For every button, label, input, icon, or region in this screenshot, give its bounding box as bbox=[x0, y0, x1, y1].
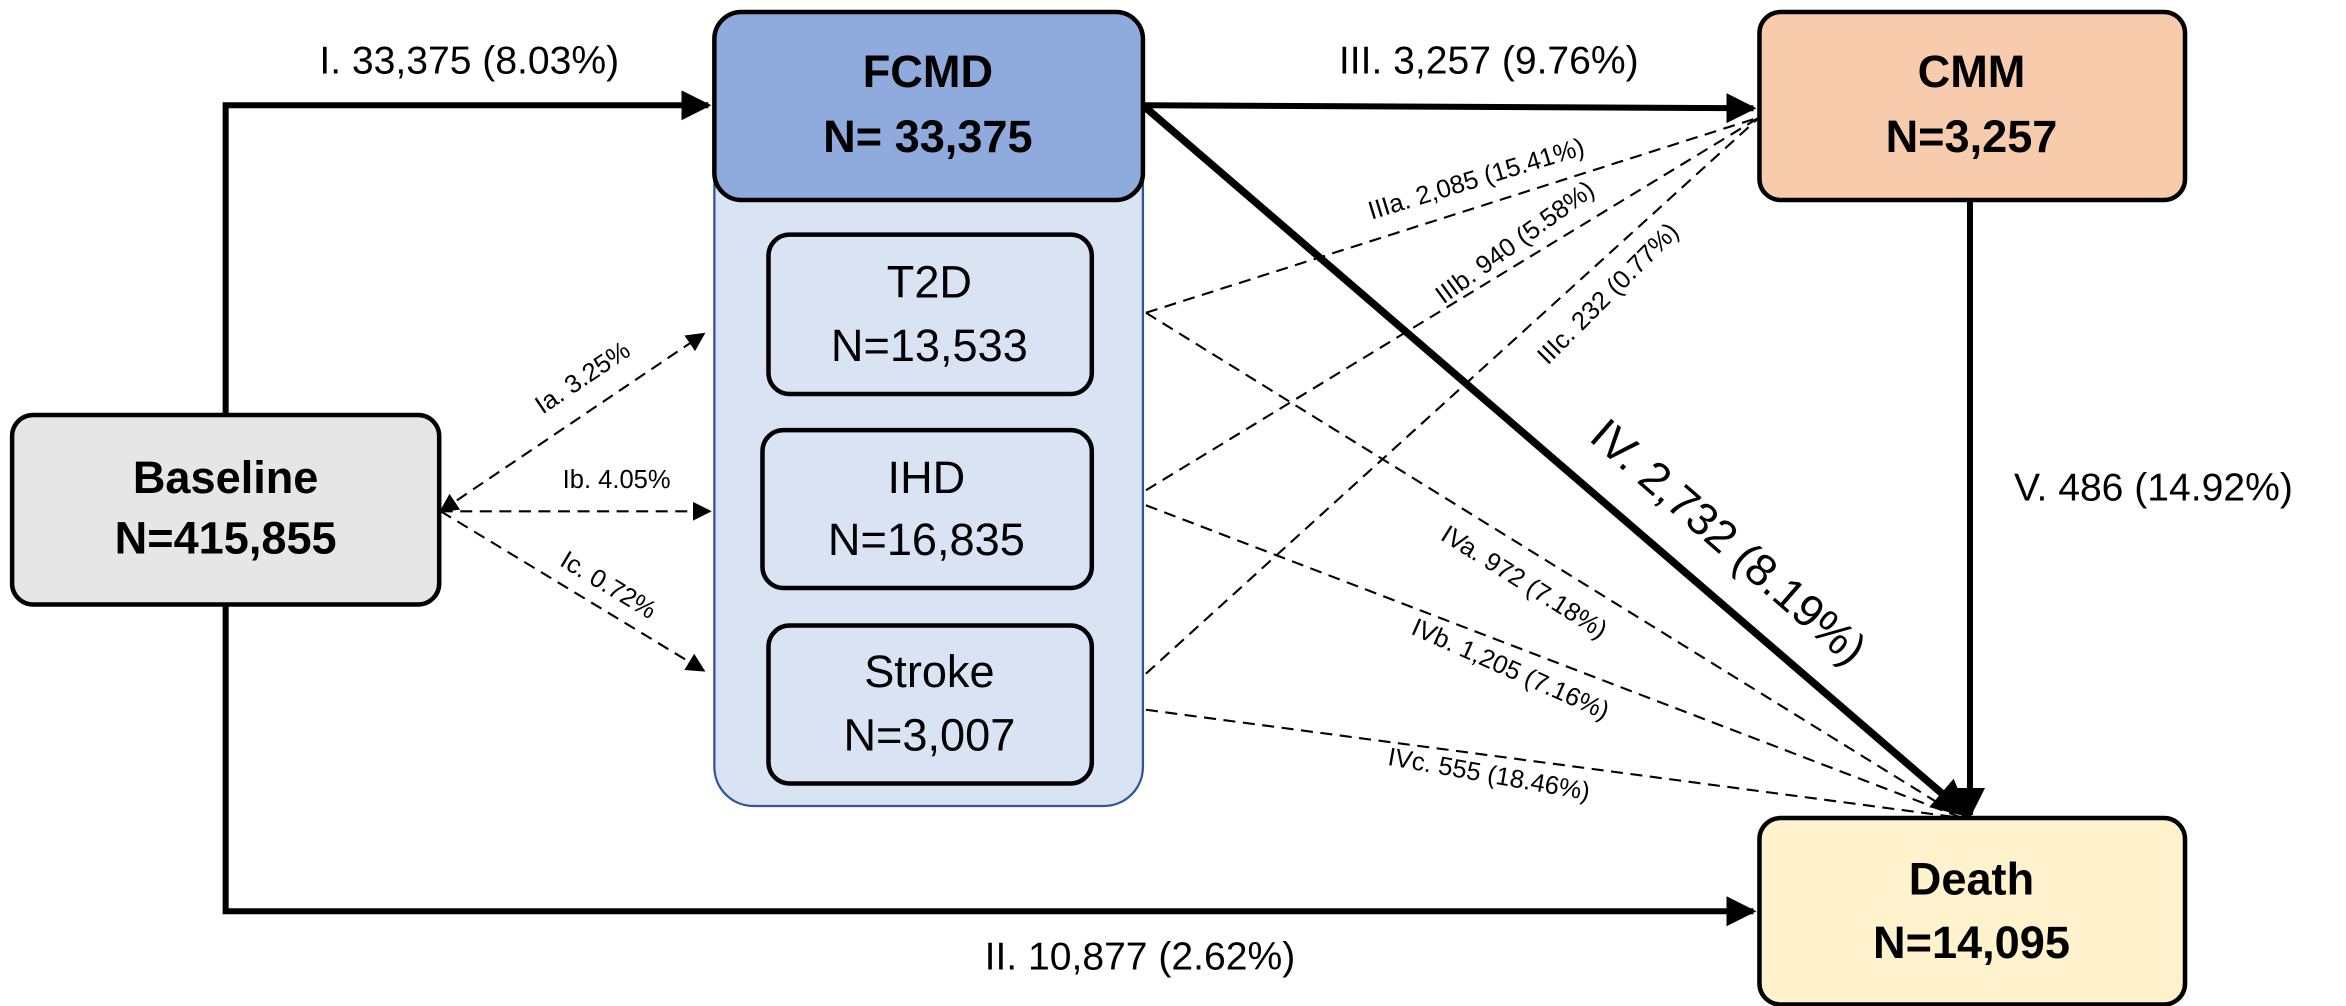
node-title: FCMD bbox=[863, 46, 993, 97]
edge-label: IV. 2,732 (8.19%) bbox=[1581, 409, 1876, 675]
t2d-box bbox=[766, 232, 1095, 397]
arrow-ii bbox=[222, 604, 1757, 927]
edge-label: IVc. 555 (18.46%) bbox=[1386, 743, 1592, 806]
arrow-i bbox=[222, 90, 712, 416]
arrow-iva bbox=[1145, 311, 1964, 819]
arrow-ia bbox=[439, 332, 706, 513]
node-title: Stroke bbox=[864, 646, 994, 697]
node-title: Death bbox=[1909, 854, 2034, 905]
node-count: N=3,007 bbox=[843, 709, 1015, 760]
death-box bbox=[1757, 815, 2188, 1006]
node-title: IHD bbox=[888, 452, 966, 503]
node-count: N=3,257 bbox=[1886, 111, 2058, 162]
baseline-box bbox=[9, 412, 442, 607]
edge-label: II. 10,877 (2.62%) bbox=[985, 936, 1296, 979]
arrow-iiia bbox=[1145, 116, 1760, 314]
cmm-box bbox=[1757, 9, 2188, 203]
edge-label: I. 33,375 (8.03%) bbox=[319, 39, 619, 82]
edge-label: Ib. 4.05% bbox=[563, 466, 671, 494]
arrow-ivb bbox=[1145, 504, 1963, 820]
arrow-iiib bbox=[1145, 116, 1761, 492]
arrow-iii bbox=[1142, 93, 1757, 124]
node-title: Baseline bbox=[133, 452, 319, 503]
arrow-ic bbox=[440, 510, 706, 672]
stroke-box bbox=[766, 623, 1095, 786]
arrow-iv bbox=[1140, 102, 1970, 818]
node-count: N=415,855 bbox=[115, 512, 337, 563]
arrows bbox=[222, 90, 1986, 927]
arrow-iiic bbox=[1145, 116, 1761, 675]
node-count: N=13,533 bbox=[831, 320, 1028, 371]
ihd-box bbox=[760, 427, 1095, 591]
node-title: T2D bbox=[887, 257, 972, 308]
fcmd-box bbox=[712, 9, 1146, 203]
edge-label: III. 3,257 (9.76%) bbox=[1339, 39, 1639, 82]
node-count: N=16,835 bbox=[828, 514, 1025, 565]
node-title: CMM bbox=[1918, 46, 2026, 97]
node-count: N= 33,375 bbox=[823, 111, 1032, 162]
edge-label: Ia. 3.25% bbox=[530, 336, 635, 420]
edge-label: V. 486 (14.92%) bbox=[2014, 467, 2293, 510]
arrow-ivc bbox=[1145, 708, 1963, 820]
node-count: N=14,095 bbox=[1873, 917, 2070, 968]
